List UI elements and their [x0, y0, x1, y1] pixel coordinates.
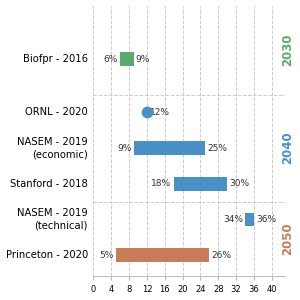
Text: 25%: 25%: [207, 144, 227, 153]
Text: 6%: 6%: [103, 55, 118, 64]
Text: 9%: 9%: [136, 55, 150, 64]
Text: 9%: 9%: [117, 144, 131, 153]
Text: 18%: 18%: [151, 179, 171, 188]
Text: 34%: 34%: [223, 215, 243, 224]
Text: 30%: 30%: [230, 179, 250, 188]
Bar: [116, 248, 209, 262]
Text: 5%: 5%: [99, 250, 113, 260]
Point: [145, 110, 149, 115]
Bar: [134, 141, 205, 155]
Bar: [120, 52, 134, 66]
Text: 26%: 26%: [212, 250, 232, 260]
Bar: [174, 177, 227, 190]
Bar: [245, 213, 254, 226]
Text: 36%: 36%: [256, 215, 276, 224]
Text: 12%: 12%: [150, 108, 170, 117]
